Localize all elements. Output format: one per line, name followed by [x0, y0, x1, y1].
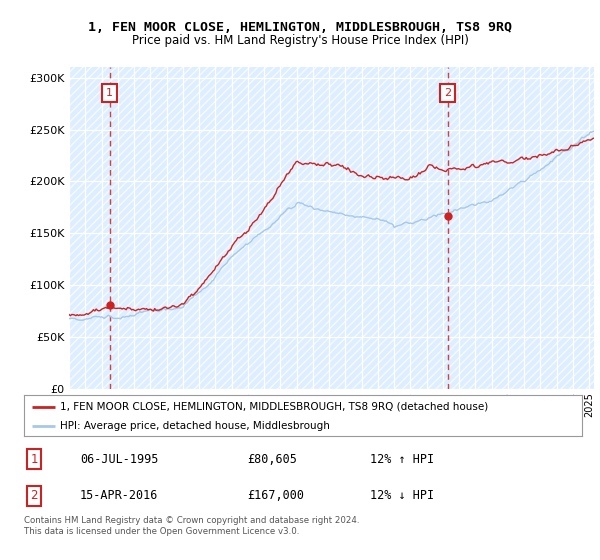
Text: Contains HM Land Registry data © Crown copyright and database right 2024.
This d: Contains HM Land Registry data © Crown c… — [24, 516, 359, 536]
Text: 2: 2 — [444, 88, 451, 98]
Text: 1: 1 — [106, 88, 113, 98]
Text: £167,000: £167,000 — [247, 489, 304, 502]
Text: HPI: Average price, detached house, Middlesbrough: HPI: Average price, detached house, Midd… — [60, 421, 330, 431]
Text: 1, FEN MOOR CLOSE, HEMLINGTON, MIDDLESBROUGH, TS8 9RQ: 1, FEN MOOR CLOSE, HEMLINGTON, MIDDLESBR… — [88, 21, 512, 34]
Text: £80,605: £80,605 — [247, 452, 297, 466]
Text: 2: 2 — [30, 489, 38, 502]
Text: 12% ↑ HPI: 12% ↑ HPI — [370, 452, 434, 466]
Text: 15-APR-2016: 15-APR-2016 — [80, 489, 158, 502]
Text: Price paid vs. HM Land Registry's House Price Index (HPI): Price paid vs. HM Land Registry's House … — [131, 34, 469, 46]
Text: 06-JUL-1995: 06-JUL-1995 — [80, 452, 158, 466]
Text: 1, FEN MOOR CLOSE, HEMLINGTON, MIDDLESBROUGH, TS8 9RQ (detached house): 1, FEN MOOR CLOSE, HEMLINGTON, MIDDLESBR… — [60, 402, 488, 412]
Text: 1: 1 — [30, 452, 38, 466]
Text: 12% ↓ HPI: 12% ↓ HPI — [370, 489, 434, 502]
